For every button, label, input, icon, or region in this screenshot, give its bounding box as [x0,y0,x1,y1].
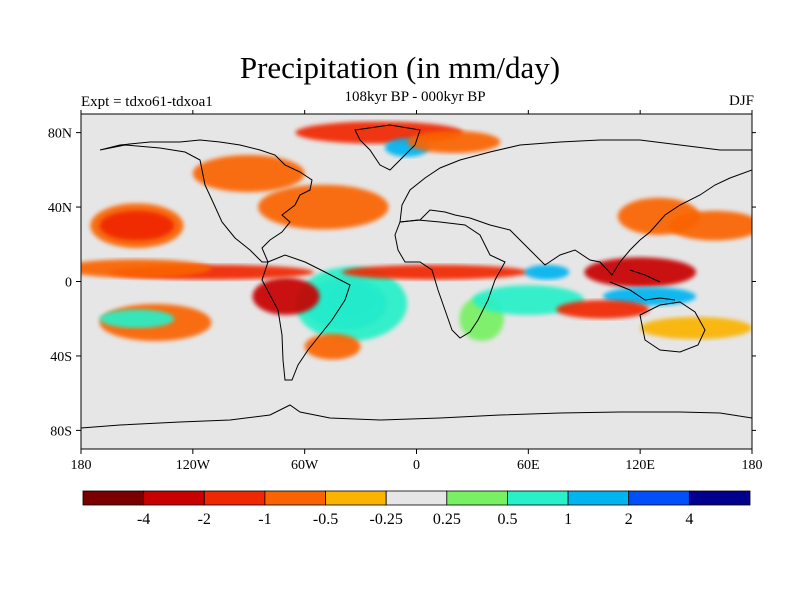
anomaly-patch-9 [99,309,175,329]
colorbar-label-6: 0.5 [497,511,517,528]
colorbar-label-1: -2 [198,511,211,528]
colorbar-swatch-1 [143,490,205,506]
lon-tick-label-1: 120W [176,458,211,473]
anomaly-patch-18 [524,264,570,280]
coastline-africa [394,219,506,339]
anomaly-patch-15 [341,264,529,280]
colorbar-swatch-0 [82,490,145,506]
colorbar: -4 -2 -1 -0.5 -0.25 0.25 0.5 1 2 4 [82,490,751,528]
colorbar-label-0: -4 [137,511,150,528]
lat-tick-label-2: 0 [65,276,72,291]
lon-tick-label-6: 180 [742,458,763,473]
colorbar-swatch-6 [446,490,508,506]
season-label: DJF [728,93,754,109]
colorbar-label-3: -0.5 [313,511,338,528]
anomaly-patch-5 [81,259,212,278]
colorbar-swatch-5 [385,490,448,506]
map-axes: 180 120W 60W 0 60E 120E 180 80N 40N 0 40S 80S [48,110,763,473]
anomaly-patch-22 [668,210,752,241]
coastline-australia [639,301,706,353]
colorbar-swatch-2 [203,490,266,506]
colorbar-label-9: 4 [685,511,693,528]
anomaly-patch-17 [472,285,585,315]
colorbar-label-8: 2 [625,511,633,528]
colorbar-label-4: -0.25 [370,511,403,528]
anomaly-patch-3 [252,277,320,315]
coastline-antarctica [81,404,752,429]
lon-tick-label-4: 60E [517,458,540,473]
plot-title: Precipitation (in mm/day) [239,50,561,85]
lat-tick-label-4: 80S [50,424,72,439]
lat-tick-label-3: 40S [50,350,72,365]
colorbar-swatch-10 [688,490,751,506]
colorbar-label-5: 0.25 [433,511,461,528]
colorbar-label-7: 1 [564,511,572,528]
anomaly-patch-11 [192,154,305,193]
plot-subtitle: 108kyr BP - 000kyr BP [344,89,486,105]
precipitation-anomaly-fields [81,121,752,360]
lon-tick-label-3: 0 [413,458,420,473]
coastline-greenland [354,124,421,171]
anomaly-patch-14 [407,130,501,154]
lat-tick-label-1: 40N [48,201,72,216]
anomaly-patch-2 [295,266,408,342]
lon-tick-label-5: 120E [625,458,655,473]
colorbar-swatch-4 [325,490,387,506]
coastline-south-america [261,254,351,381]
anomaly-patch-24 [304,333,361,360]
colorbar-swatch-7 [507,490,569,506]
colorbar-label-2: -1 [258,511,271,528]
anomaly-patch-10 [258,184,389,230]
lat-tick-label-0: 80N [48,127,72,142]
colorbar-swatch-3 [264,490,326,506]
coastline-maritime-continent [609,269,676,301]
colorbar-swatch-9 [628,490,690,506]
coastline-north-america [99,139,313,263]
colorbar-swatch-8 [567,490,630,506]
lon-tick-label-2: 60W [291,458,319,473]
lon-tick-label-0: 180 [71,458,92,473]
experiment-label: Expt = tdxo61-tdxoa1 [81,94,213,110]
coastlines [81,124,752,429]
coastline-eurasia [399,139,752,276]
anomaly-patch-7 [99,210,175,241]
anomaly-patch-23 [556,300,650,319]
anomaly-patch-20 [602,287,697,306]
anomaly-patch-25 [640,316,752,340]
anomaly-patch-19 [584,257,697,288]
